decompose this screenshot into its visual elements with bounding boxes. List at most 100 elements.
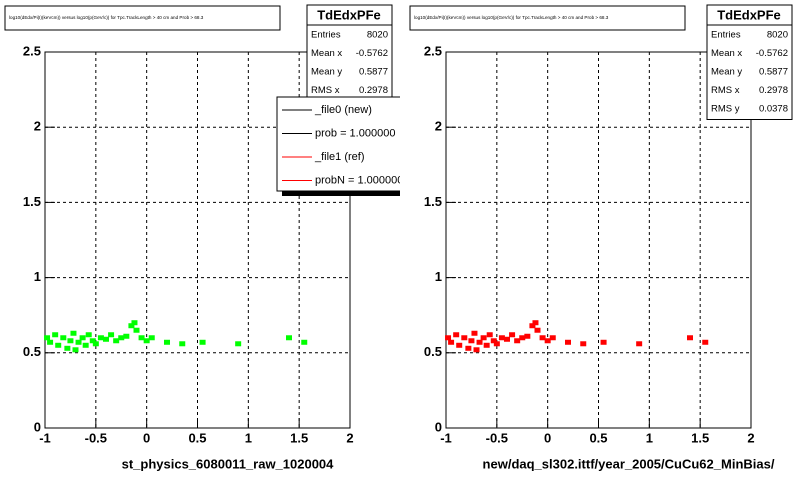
legend-label: _file1 (ref) [314, 151, 365, 163]
x-tick-label: 0 [544, 430, 551, 445]
data-point [519, 335, 526, 341]
data-point [113, 338, 120, 344]
data-point [456, 342, 463, 348]
title-box [409, 5, 686, 31]
data-point [60, 335, 67, 341]
stats-label: Mean y [711, 67, 742, 78]
data-point [85, 332, 92, 338]
y-tick-label: 2.5 [424, 43, 442, 58]
x-axis-title: st_physics_6080011_raw_1020004 [122, 456, 335, 471]
data-point [580, 341, 587, 347]
data-point [44, 335, 51, 341]
stats-value: 0.5877 [759, 67, 788, 78]
x-tick-label: 1 [245, 430, 252, 445]
y-tick-label: 0.5 [424, 344, 442, 359]
stats-value: 0.2978 [359, 85, 388, 96]
data-point [72, 347, 79, 353]
stats-value: 0.5877 [359, 67, 388, 78]
data-point [471, 330, 478, 336]
data-point [514, 338, 521, 344]
chart-title: log10(dEdx/Pi(I)(keVcm)) versus log10(p(… [414, 15, 609, 20]
data-point [465, 345, 472, 351]
data-point [118, 335, 125, 341]
x-tick-label: 1.5 [691, 430, 709, 445]
legend-label: probN = 1.000000 [315, 174, 400, 186]
y-tick-label: 2.5 [23, 43, 41, 58]
data-point [89, 338, 96, 344]
data-point [483, 342, 490, 348]
x-tick-label: 0.5 [589, 430, 607, 445]
pad: log10(dEdx/Pi(I)(keVcm)) versus log10(p(… [4, 4, 400, 471]
stats-label: Mean x [711, 48, 742, 59]
x-tick-label: -1 [440, 430, 452, 445]
data-point [64, 345, 71, 351]
chart-title: log10(dEdx/Pi(I)(keVcm)) versus log10(p(… [9, 15, 204, 20]
data-point [143, 338, 150, 344]
data-point [164, 339, 170, 345]
data-point [544, 338, 551, 344]
x-axis-title: new/daq_sl302.ittf/year_2005/CuCu62_MinB… [483, 456, 775, 471]
stats-label: RMS y [711, 104, 740, 115]
x-tick-label: 2 [346, 430, 353, 445]
stats-value: 0.0378 [759, 104, 788, 115]
data-point [133, 327, 140, 333]
y-tick-label: 1.5 [23, 194, 41, 209]
data-point [75, 339, 82, 345]
y-tick-label: 1 [435, 269, 442, 284]
stats-title: TdEdxPFe [717, 7, 781, 22]
data-point [55, 342, 62, 348]
y-tick-label: 1 [34, 269, 41, 284]
data-point [687, 335, 693, 341]
data-point [702, 339, 709, 345]
data-point [476, 339, 483, 345]
data-point [480, 335, 487, 341]
data-point [70, 330, 77, 336]
data-point [636, 341, 643, 347]
data-point [539, 335, 546, 341]
data-point [453, 332, 460, 338]
data-point [461, 335, 468, 341]
stats-label: RMS x [711, 85, 740, 96]
x-tick-label: -0.5 [85, 430, 107, 445]
data-point [498, 335, 505, 341]
stats-label: Entries [711, 30, 741, 41]
y-tick-label: 0 [34, 419, 41, 434]
data-point [509, 332, 516, 338]
data-point [138, 335, 145, 341]
stats-label: Mean y [311, 67, 342, 78]
data-point [504, 336, 510, 342]
data-point [534, 327, 541, 333]
legend-label: prob = 1.000000 [315, 127, 395, 139]
x-tick-label: 2 [747, 430, 754, 445]
data-point [301, 339, 308, 345]
data-point [47, 339, 54, 345]
y-tick-label: 0 [435, 419, 442, 434]
pad: log10(dEdx/Pi(I)(keVcm)) versus log10(p(… [409, 4, 793, 471]
stats-value: 8020 [367, 30, 388, 41]
data-point [448, 339, 455, 345]
y-tick-label: 0.5 [23, 344, 41, 359]
data-point [79, 335, 86, 341]
data-point [600, 339, 607, 345]
data-point [532, 320, 539, 326]
data-point [199, 339, 206, 345]
data-point [549, 335, 556, 341]
stats-value: -0.5762 [356, 48, 388, 59]
stats-title: TdEdxPFe [317, 7, 381, 22]
data-point [486, 332, 493, 338]
data-point [92, 341, 99, 347]
data-point [148, 335, 155, 341]
data-point [286, 335, 292, 341]
data-point [67, 338, 74, 344]
data-point [565, 339, 571, 345]
data-point [52, 332, 59, 338]
data-point [128, 323, 135, 329]
stats-label: RMS x [311, 85, 340, 96]
x-tick-label: -1 [39, 430, 51, 445]
data-point [103, 336, 109, 342]
y-tick-label: 2 [34, 119, 41, 134]
legend-label: _file0 (new) [314, 104, 372, 116]
y-tick-label: 1.5 [424, 194, 442, 209]
data-point [473, 347, 480, 353]
